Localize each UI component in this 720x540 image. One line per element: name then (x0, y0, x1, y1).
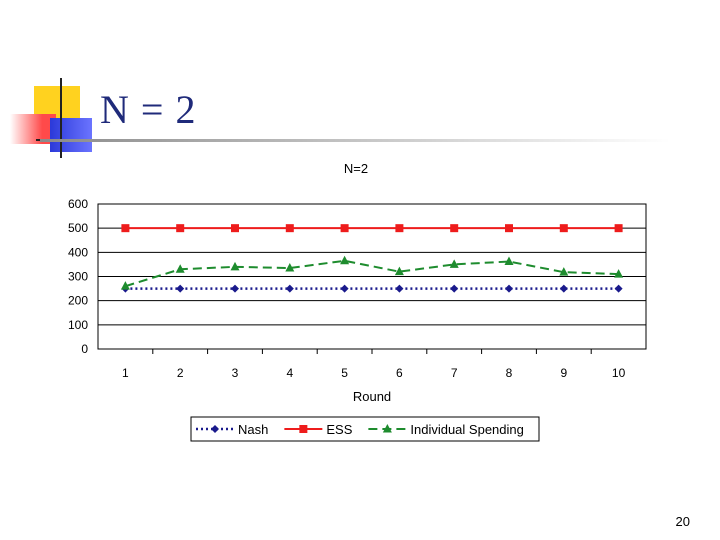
y-tick-label: 200 (68, 294, 88, 308)
individual-spending-point (504, 256, 514, 266)
legend-item-nash: Nash (196, 422, 268, 437)
y-tick-label: 0 (81, 342, 88, 356)
decor-vertical-line (60, 78, 62, 158)
y-tick-label: 400 (68, 245, 88, 259)
x-tick-label: 7 (451, 366, 458, 380)
y-tick-label: 100 (68, 318, 88, 332)
series-individual-spending (120, 255, 624, 290)
legend: Nash ESS Individual Spending (190, 416, 540, 442)
individual-spending-point (614, 269, 624, 278)
nash-point (176, 284, 185, 293)
legend-marker (382, 424, 392, 433)
individual-spending-point (120, 281, 130, 290)
x-tick-label: 5 (341, 366, 348, 380)
y-tick-label: 600 (68, 197, 88, 211)
y-axis: 0 100 200 300 400 500 600 (68, 197, 88, 356)
x-axis-label: Round (353, 389, 391, 404)
nash-point (231, 284, 239, 293)
x-tick-label: 6 (396, 366, 403, 380)
nash-point (614, 284, 623, 293)
x-tick-label: 4 (286, 366, 293, 380)
nash-point (505, 284, 513, 293)
x-tick-label: 8 (506, 366, 513, 380)
nash-point (450, 284, 459, 293)
individual-spending-line (125, 259, 619, 288)
legend-label: Individual Spending (410, 422, 523, 437)
x-tick-label: 2 (177, 366, 184, 380)
ess-point (505, 224, 513, 233)
ess-point (614, 224, 623, 233)
individual-spending-point (449, 259, 459, 268)
y-tick-label: 300 (68, 270, 88, 284)
chart-title: N=2 (344, 161, 368, 176)
ess-point (121, 224, 130, 233)
ess-point (176, 224, 185, 233)
legend-box (190, 416, 540, 442)
x-tick-label: 1 (122, 366, 129, 380)
x-tick-label: 3 (232, 366, 239, 380)
page-number: 20 (675, 514, 690, 529)
legend-item-ess: ESS (284, 422, 353, 437)
x-tick-label: 9 (560, 366, 567, 380)
ess-point (285, 224, 294, 233)
legend-item-individual-spending: Individual Spending (368, 422, 524, 437)
nash-point (340, 284, 349, 293)
nash-point (395, 284, 404, 293)
individual-spending-point (559, 267, 569, 276)
legend-label: Nash (238, 422, 268, 437)
series-ess (121, 224, 623, 233)
legend-label: ESS (326, 422, 352, 437)
decor-blue-square (50, 118, 92, 152)
individual-spending-point (175, 264, 185, 273)
ess-point (395, 224, 404, 233)
x-tick-label: 10 (612, 366, 626, 380)
ess-point (340, 224, 349, 233)
individual-spending-point (394, 266, 404, 276)
y-tick-label: 500 (68, 221, 88, 235)
series-nash (121, 284, 623, 293)
nash-point (285, 284, 294, 293)
title-divider (40, 139, 670, 142)
ess-point (231, 224, 239, 233)
legend-marker (299, 425, 308, 433)
individual-spending-point (230, 261, 240, 271)
slide-title: N = 2 (100, 87, 197, 132)
individual-spending-point (340, 255, 350, 265)
ess-point (559, 224, 568, 233)
x-axis: 1 2 3 4 5 6 7 8 9 10 (122, 349, 626, 380)
ess-point (450, 224, 459, 233)
series-lines (120, 224, 624, 293)
nash-point (559, 284, 568, 293)
legend-marker (211, 425, 219, 433)
individual-spending-point (285, 263, 295, 272)
